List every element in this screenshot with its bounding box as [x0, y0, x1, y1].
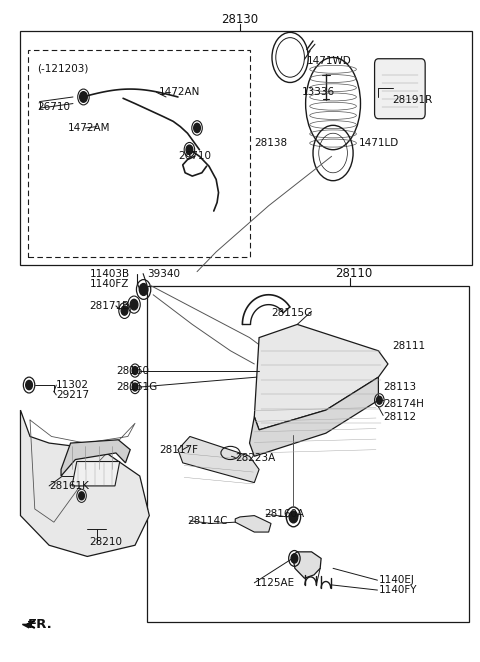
- Text: 28117F: 28117F: [159, 445, 198, 455]
- Text: 13336: 13336: [302, 87, 335, 97]
- Text: 1140FZ: 1140FZ: [90, 279, 129, 289]
- Text: 28112: 28112: [383, 412, 416, 422]
- Circle shape: [132, 367, 138, 375]
- Circle shape: [79, 492, 84, 500]
- Polygon shape: [178, 436, 259, 483]
- Circle shape: [121, 306, 128, 315]
- Text: 28160A: 28160A: [264, 509, 304, 519]
- Text: 1471LD: 1471LD: [360, 138, 399, 148]
- Text: 28160: 28160: [116, 365, 149, 375]
- Circle shape: [186, 145, 193, 154]
- Text: 28161G: 28161G: [116, 382, 157, 392]
- Text: 39340: 39340: [147, 269, 180, 279]
- Polygon shape: [61, 440, 130, 476]
- Text: 1472AN: 1472AN: [159, 87, 200, 97]
- Text: (-121203): (-121203): [37, 64, 88, 73]
- Polygon shape: [250, 377, 378, 456]
- Circle shape: [80, 92, 87, 102]
- Text: 28223A: 28223A: [235, 453, 276, 463]
- FancyBboxPatch shape: [374, 59, 425, 118]
- Text: 1471WD: 1471WD: [307, 56, 351, 66]
- Text: 28174H: 28174H: [383, 399, 424, 408]
- Circle shape: [130, 299, 138, 310]
- Circle shape: [291, 554, 298, 563]
- Text: 26710: 26710: [37, 102, 70, 112]
- Text: 28210: 28210: [90, 537, 123, 547]
- Text: 28111: 28111: [393, 340, 426, 350]
- Polygon shape: [254, 324, 388, 430]
- Circle shape: [376, 397, 382, 404]
- Bar: [147, 286, 469, 622]
- Polygon shape: [72, 461, 120, 486]
- Bar: [28, 50, 250, 257]
- Text: 11302: 11302: [56, 380, 89, 390]
- Text: 1472AM: 1472AM: [68, 123, 111, 133]
- Text: 1125AE: 1125AE: [254, 578, 294, 588]
- Text: 1140EJ: 1140EJ: [378, 575, 414, 585]
- Circle shape: [289, 511, 298, 523]
- Text: 1140FY: 1140FY: [378, 585, 417, 595]
- Bar: [20, 31, 472, 265]
- Text: 29217: 29217: [56, 390, 89, 400]
- Text: 28113: 28113: [383, 382, 416, 392]
- Circle shape: [132, 383, 138, 391]
- Polygon shape: [21, 410, 149, 557]
- Text: 28114C: 28114C: [188, 516, 228, 526]
- Text: 11403B: 11403B: [90, 269, 130, 279]
- Text: 28110: 28110: [336, 267, 372, 280]
- Polygon shape: [23, 621, 31, 628]
- Text: 28115G: 28115G: [271, 308, 312, 318]
- Circle shape: [26, 381, 33, 390]
- Polygon shape: [292, 552, 321, 578]
- Polygon shape: [235, 516, 271, 532]
- Text: 26710: 26710: [178, 151, 211, 161]
- Circle shape: [194, 123, 200, 132]
- Text: 28171B: 28171B: [90, 301, 130, 311]
- Circle shape: [139, 283, 148, 295]
- Text: 28191R: 28191R: [393, 95, 433, 105]
- Text: 28130: 28130: [221, 13, 259, 26]
- Text: 28161K: 28161K: [49, 481, 89, 491]
- Text: 28138: 28138: [254, 138, 288, 148]
- Text: FR.: FR.: [28, 618, 52, 631]
